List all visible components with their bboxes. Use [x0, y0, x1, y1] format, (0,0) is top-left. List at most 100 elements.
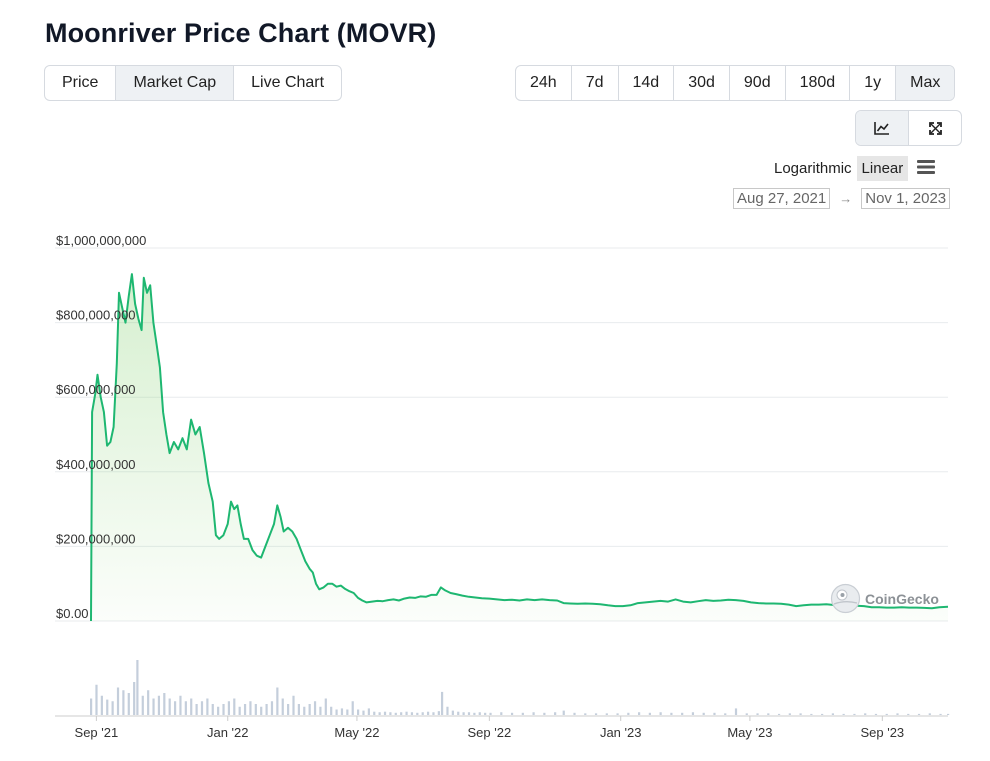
volume-bar — [638, 712, 641, 715]
volume-bar — [152, 698, 155, 715]
range-14d[interactable]: 14d — [619, 66, 675, 100]
volume-bar — [484, 712, 487, 715]
volume-bar — [842, 713, 845, 715]
volume-bar — [260, 706, 263, 715]
volume-bar — [297, 704, 300, 715]
x-tick-label: May '23 — [727, 725, 772, 740]
volume-bar — [907, 713, 910, 715]
volume-bar — [734, 708, 738, 715]
volume-bar — [440, 691, 444, 715]
volume-bar — [562, 710, 565, 715]
volume-bar — [179, 695, 182, 715]
coingecko-logo-icon — [830, 583, 861, 614]
x-tick-label: Jan '22 — [207, 725, 249, 740]
volume-bar — [373, 711, 376, 715]
volume-bar — [713, 712, 716, 715]
volume-bar — [410, 712, 414, 715]
volume-bar — [243, 704, 247, 715]
volume-bar — [168, 698, 171, 715]
tab-market-cap[interactable]: Market Cap — [116, 66, 235, 100]
volume-bar — [383, 711, 387, 715]
volume-bar — [831, 713, 835, 715]
volume-bar — [659, 712, 662, 715]
volume-bar — [691, 712, 695, 715]
volume-bar — [195, 704, 198, 715]
volume-bar — [200, 701, 204, 715]
volume-bar — [467, 712, 471, 715]
volume-bar — [254, 704, 257, 715]
volume-bar — [303, 706, 306, 715]
volume-bar — [313, 701, 317, 715]
tab-live-chart[interactable]: Live Chart — [251, 74, 325, 91]
volume-bar — [217, 706, 220, 715]
arrow-right-icon: → — [839, 191, 853, 206]
volume-bar — [416, 712, 419, 715]
volume-bar — [896, 713, 899, 715]
volume-bar — [554, 712, 557, 715]
volume-bar — [451, 710, 454, 715]
volume-bar — [627, 712, 630, 715]
volume-bar — [163, 693, 166, 715]
chart-type-tabs: Price Market Cap Live Chart — [44, 65, 343, 101]
volume-bar — [206, 698, 209, 715]
volume-bar — [810, 713, 813, 715]
volume-bar — [184, 701, 187, 715]
y-tick-label: $0.00 — [56, 606, 89, 621]
volume-bar — [106, 699, 109, 715]
range-30d[interactable]: 30d — [674, 66, 730, 100]
volume-bar — [724, 713, 727, 715]
volume-bar — [532, 712, 535, 715]
volume-bar — [147, 690, 150, 715]
volume-bar — [885, 713, 888, 715]
volume-bar — [346, 709, 349, 715]
volume-bar — [939, 713, 942, 715]
range-180d[interactable]: 180d — [786, 66, 851, 100]
volume-bar — [788, 713, 791, 715]
coingecko-watermark: CoinGecko — [830, 583, 939, 614]
volume-bar — [543, 712, 546, 715]
hamburger-icon — [917, 159, 936, 174]
date-range: Aug 27, 2021 → Nov 1, 2023 — [733, 188, 951, 209]
scale-logarithmic[interactable]: Logarithmic — [774, 160, 852, 177]
market-cap-line — [90, 273, 949, 622]
line-chart-icon — [874, 122, 889, 135]
volume-bar — [853, 713, 856, 715]
date-to-input[interactable]: Nov 1, 2023 — [861, 188, 951, 209]
market-cap-area — [91, 274, 948, 621]
volume-bar — [584, 713, 587, 715]
date-from-input[interactable]: Aug 27, 2021 — [733, 188, 831, 209]
y-tick-label: $800,000,000 — [56, 308, 136, 323]
volume-bar — [670, 712, 673, 715]
volume-bar — [594, 713, 598, 715]
range-24h[interactable]: 24h — [516, 66, 572, 100]
range-7d[interactable]: 7d — [572, 66, 619, 100]
volume-bar — [335, 709, 338, 715]
volume-bar — [133, 682, 136, 715]
chart-style-toggle — [855, 110, 962, 146]
chart-menu-button[interactable] — [916, 159, 936, 179]
time-range-tabs: 24h 7d 14d 30d 90d 180d 1y Max — [515, 65, 956, 101]
y-tick-label: $600,000,000 — [56, 382, 136, 397]
volume-bar — [116, 687, 120, 715]
x-tick-label: May '22 — [334, 725, 379, 740]
range-max[interactable]: Max — [896, 66, 955, 100]
volume-bar — [111, 701, 114, 715]
volume-bar — [127, 693, 130, 715]
volume-bar — [648, 712, 651, 715]
range-1y[interactable]: 1y — [850, 66, 897, 100]
range-90d[interactable]: 90d — [730, 66, 786, 100]
watermark-text: CoinGecko — [865, 590, 939, 607]
volume-bar — [405, 711, 408, 715]
volume-bar — [281, 698, 284, 715]
volume-bar — [864, 713, 867, 715]
fullscreen-button[interactable] — [909, 111, 961, 145]
tab-price[interactable]: Price — [45, 66, 117, 100]
volume-bar — [227, 701, 231, 715]
volume-bar — [446, 706, 449, 715]
volume-bar — [233, 698, 236, 715]
volume-bar — [457, 711, 460, 715]
y-tick-label: $400,000,000 — [56, 457, 136, 472]
line-chart-button[interactable] — [856, 111, 909, 145]
scale-linear[interactable]: Linear — [856, 156, 909, 181]
